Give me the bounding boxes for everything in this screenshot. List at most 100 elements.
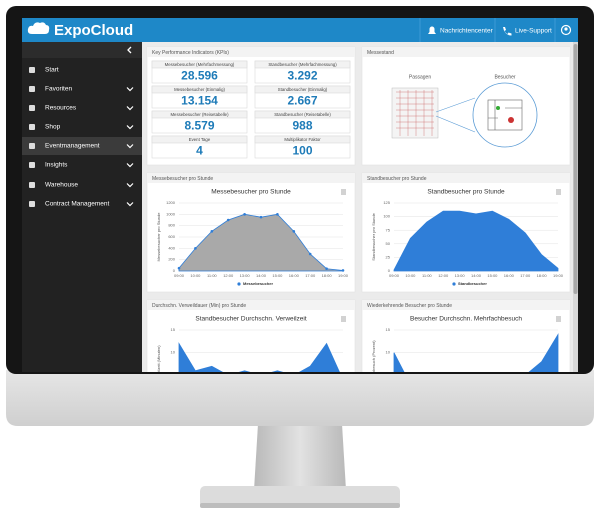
y-tick-label: 15 xyxy=(386,327,391,332)
x-tick-label: 15:00 xyxy=(487,273,498,278)
stand-neck xyxy=(254,424,346,490)
y-tick-label: 50 xyxy=(386,241,391,246)
charts: Messebesucher pro Stunde Messebesucher pr… xyxy=(146,172,571,388)
y-tick-label: 400 xyxy=(168,245,175,250)
panel-title: Messebesucher pro Stunde xyxy=(152,176,213,182)
stand-base-edge xyxy=(200,503,400,508)
kpi-value: 988 xyxy=(292,119,312,133)
notifications-link[interactable]: Nachrichtencenter xyxy=(440,28,494,35)
kpi-value: 100 xyxy=(292,144,312,158)
panel-header xyxy=(362,173,570,183)
point xyxy=(177,266,181,270)
menu-item[interactable]: Shop xyxy=(45,124,61,131)
phone-icon xyxy=(503,27,512,36)
chart-menu-icon[interactable] xyxy=(556,316,561,322)
x-tick-label: 11:00 xyxy=(207,273,217,278)
chart-menu-icon[interactable] xyxy=(556,189,561,195)
kpi-label-bg xyxy=(254,85,351,94)
stand-label: Besucher xyxy=(494,74,515,80)
menu-icon xyxy=(29,124,35,130)
x-tick-label: 12:00 xyxy=(438,273,449,278)
panel-header xyxy=(147,300,355,310)
point xyxy=(243,213,246,216)
chart-title: Messebesucher pro Stunde xyxy=(211,189,291,196)
menu-icon xyxy=(29,86,35,92)
y-tick-label: 25 xyxy=(386,254,391,259)
x-tick-label: 14:00 xyxy=(256,273,267,278)
panel-header xyxy=(362,300,570,310)
panel-title: Durchschn. Verweildauer (Min) pro Stunde xyxy=(152,303,246,309)
point xyxy=(276,213,279,216)
x-tick-label: 19:00 xyxy=(553,273,564,278)
chart-menu-icon[interactable] xyxy=(341,316,346,322)
chart-title: Besucher Durchschn. Mehrfachbesuch xyxy=(410,316,522,323)
x-tick-label: 18:00 xyxy=(322,273,333,278)
y-axis-title: Mehrfachbesuch (Prozent) xyxy=(371,340,376,388)
kpi-label: Messebesucher (Mehrfachmessung) xyxy=(165,62,235,67)
kpi-value: 28.596 xyxy=(181,69,218,83)
chart-menu-icon[interactable] xyxy=(341,189,346,195)
x-tick-label: 18:00 xyxy=(537,273,548,278)
menu-icon xyxy=(29,67,35,73)
x-tick-label: 16:00 xyxy=(504,273,515,278)
y-tick-label: 600 xyxy=(168,234,175,239)
y-tick-label: 0 xyxy=(173,268,176,273)
y-axis-title: Messebesucher pro Stunde xyxy=(156,212,161,262)
legend-marker xyxy=(452,282,456,286)
collapse-arrow[interactable] xyxy=(127,46,132,54)
sidebar-collapse-row xyxy=(22,42,142,58)
menu-icon xyxy=(29,105,35,111)
chart-title: Standbesucher Durchschn. Verweilzeit xyxy=(195,316,306,323)
legend-label[interactable]: Standbesucher xyxy=(458,281,487,286)
kpi-value: 3.292 xyxy=(287,69,317,83)
menu-icon xyxy=(29,162,35,168)
kpi-label: Event Tage xyxy=(189,137,211,142)
support-link[interactable]: Live-Support xyxy=(515,28,552,35)
menu-chevron xyxy=(126,125,134,130)
area xyxy=(393,333,559,372)
y-tick-label: 1200 xyxy=(166,200,176,205)
y-tick-label: 125 xyxy=(383,200,390,205)
menu-icon xyxy=(29,182,35,188)
logo-text[interactable]: ExpoCloud xyxy=(54,22,133,39)
x-tick-label: 19:00 xyxy=(338,273,349,278)
stand-label: Passagen xyxy=(409,74,431,80)
floorplan-grid xyxy=(396,90,434,136)
menu-item[interactable]: Start xyxy=(45,67,59,74)
kpi-label: Messebesucher (Reisetabelle) xyxy=(170,112,229,117)
x-tick-label: 16:00 xyxy=(289,273,300,278)
menu-chevron xyxy=(126,202,134,207)
y-axis-title: Verweilzeit (Minuten) xyxy=(156,345,161,383)
point xyxy=(226,218,230,222)
x-tick-label: 12:00 xyxy=(223,273,234,278)
panel-header xyxy=(362,47,570,57)
point xyxy=(210,230,214,233)
panel-header xyxy=(147,173,355,183)
x-tick-label: 13:00 xyxy=(455,273,466,278)
chart-title: Standbesucher pro Stunde xyxy=(427,189,505,196)
x-tick-label: 10:00 xyxy=(190,273,201,278)
y-tick-label: 10 xyxy=(171,350,176,355)
menu-item[interactable]: Insights xyxy=(45,162,68,169)
menu-item[interactable]: Contract Management xyxy=(45,201,110,208)
x-tick-label: 17:00 xyxy=(520,273,531,278)
x-tick-label: 15:00 xyxy=(272,273,283,278)
x-tick-label: 09:00 xyxy=(389,273,400,278)
menu-item[interactable]: Warehouse xyxy=(45,182,78,189)
menu-item[interactable]: Favoriten xyxy=(45,86,72,93)
sidebar-active-bg xyxy=(22,137,142,155)
menu-icon xyxy=(29,201,35,207)
kpi-grid: Messebesucher (Mehrfachmessung) 28.596 Sta… xyxy=(151,60,351,159)
legend-label[interactable]: Messebesucher xyxy=(243,281,273,286)
menu-chevron xyxy=(126,87,134,92)
y-tick-label: 100 xyxy=(383,214,390,219)
menu-item[interactable]: Resources xyxy=(45,105,77,112)
menu-item[interactable]: Eventmanagement xyxy=(45,143,100,150)
scrollbar-thumb[interactable] xyxy=(573,44,578,294)
kpi-label-bg xyxy=(254,60,351,69)
panel-title: Standbesucher pro Stunde xyxy=(367,176,427,182)
logo-icon xyxy=(27,22,50,34)
user-icon[interactable] xyxy=(560,24,572,36)
kpi-label-bg xyxy=(151,110,248,119)
x-tick-label: 14:00 xyxy=(471,273,482,278)
